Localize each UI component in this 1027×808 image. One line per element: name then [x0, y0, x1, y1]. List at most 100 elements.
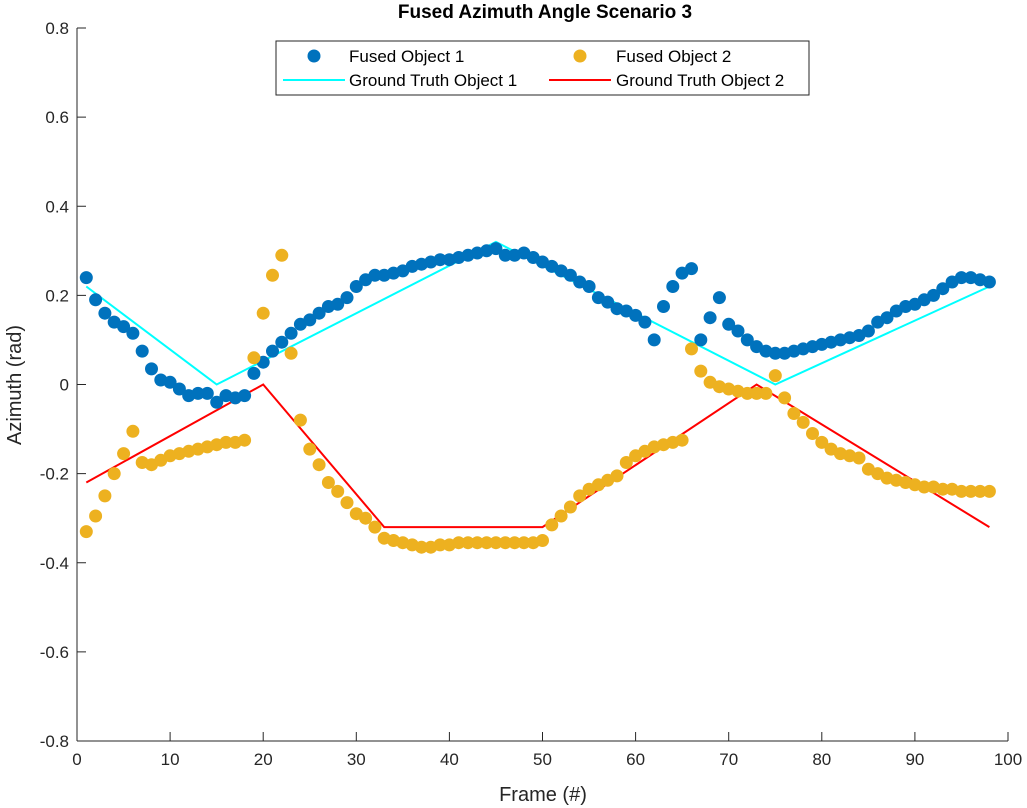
- data-point: [619, 456, 633, 469]
- data-point: [210, 395, 224, 409]
- tick-labels: 0 10 20 30 40 50 60 70 80 90 100 -0.8 -0.6 -0.4 -0.2 0 0…: [40, 19, 1022, 769]
- data-point: [722, 317, 736, 331]
- data-point: [461, 536, 475, 550]
- data-point: [107, 467, 121, 481]
- data-point: [964, 484, 978, 498]
- data-point: [712, 291, 726, 305]
- data-point: [489, 536, 503, 550]
- data-point: [284, 346, 298, 360]
- data-point: [415, 540, 428, 554]
- data-point: [852, 451, 866, 465]
- data-point: [359, 511, 373, 525]
- data-point: [368, 268, 382, 282]
- data-point: [79, 525, 93, 539]
- legend-label-ground-truth-object-1: Ground Truth Object 1: [349, 71, 517, 90]
- y-tick-label: 0.8: [45, 19, 69, 38]
- data-point: [768, 369, 782, 383]
- y-tick-label: -0.6: [40, 643, 69, 662]
- data-point: [954, 484, 968, 498]
- data-point: [433, 253, 447, 267]
- data-point: [982, 275, 996, 289]
- data-point: [293, 413, 307, 427]
- y-tick-label: 0.6: [45, 108, 69, 127]
- data-point: [675, 433, 689, 447]
- data-point: [787, 407, 801, 420]
- data-point: [815, 435, 829, 449]
- legend-box: [275, 40, 810, 96]
- data-point: [657, 300, 670, 313]
- data-point: [936, 282, 950, 296]
- legend: Fused Object 1 Fused Object 2 Ground Tru…: [275, 40, 810, 96]
- data-point: [796, 415, 810, 429]
- axes: [76, 27, 1009, 742]
- data-point: [563, 500, 577, 514]
- data-point: [731, 324, 745, 338]
- x-tick-label: 0: [72, 750, 81, 769]
- data-point: [433, 538, 447, 552]
- y-tick-label: -0.4: [40, 554, 69, 573]
- data-point: [470, 536, 484, 550]
- data-point: [219, 435, 233, 449]
- x-tick-label: 90: [905, 750, 924, 769]
- data-point: [685, 262, 698, 276]
- data-point: [554, 509, 568, 523]
- data-point: [498, 536, 512, 550]
- x-tick-label: 80: [812, 750, 831, 769]
- y-axis-label: Azimuth (rad): [4, 325, 26, 445]
- y-tick-label: -0.2: [40, 465, 69, 484]
- data-point: [508, 536, 522, 550]
- data-point: [303, 442, 317, 456]
- x-tick-label: 70: [719, 750, 738, 769]
- data-point: [340, 291, 354, 305]
- y-tick-label: 0.2: [45, 286, 69, 305]
- x-tick-label: 50: [533, 750, 552, 769]
- data-point: [238, 389, 252, 403]
- data-point: [982, 484, 996, 498]
- data-point: [936, 482, 950, 496]
- data-point: [666, 280, 680, 293]
- x-tick-label: 100: [994, 750, 1022, 769]
- data-point: [89, 293, 103, 307]
- data-point: [778, 391, 792, 405]
- x-tick-label: 40: [440, 750, 459, 769]
- data-point: [163, 375, 177, 389]
- x-tick-label: 10: [161, 750, 180, 769]
- data-point: [498, 248, 512, 262]
- data-point: [89, 509, 103, 523]
- data-point: [480, 536, 494, 550]
- data-point: [145, 362, 158, 376]
- data-point: [321, 476, 335, 489]
- data-point: [861, 324, 875, 338]
- data-point: [98, 489, 112, 503]
- ground-truth-lines: [85, 240, 990, 529]
- x-tick-label: 60: [626, 750, 645, 769]
- data-point: [563, 268, 577, 282]
- data-point: [200, 386, 214, 400]
- data-point: [98, 306, 112, 320]
- data-point: [238, 433, 252, 447]
- fused-markers: [79, 242, 996, 554]
- data-point: [266, 268, 279, 282]
- data-point: [927, 288, 940, 302]
- x-tick-label: 30: [347, 750, 366, 769]
- data-point: [349, 280, 363, 293]
- data-point: [275, 335, 289, 349]
- data-point: [368, 520, 382, 534]
- data-point: [126, 424, 140, 438]
- data-point: [694, 364, 708, 378]
- data-point: [601, 295, 615, 309]
- data-point: [284, 326, 298, 340]
- chart-title: Fused Azimuth Angle Scenario 3: [398, 2, 692, 23]
- data-point: [266, 344, 279, 358]
- data-point: [191, 386, 205, 400]
- data-point: [489, 242, 503, 256]
- data-point: [917, 480, 931, 494]
- legend-marker-fused-object-2: [573, 49, 587, 63]
- data-point: [247, 351, 261, 365]
- data-point: [172, 382, 186, 396]
- data-point: [740, 333, 754, 347]
- data-point: [117, 447, 131, 461]
- data-point: [247, 366, 261, 380]
- data-point: [312, 306, 326, 320]
- data-point: [647, 333, 661, 347]
